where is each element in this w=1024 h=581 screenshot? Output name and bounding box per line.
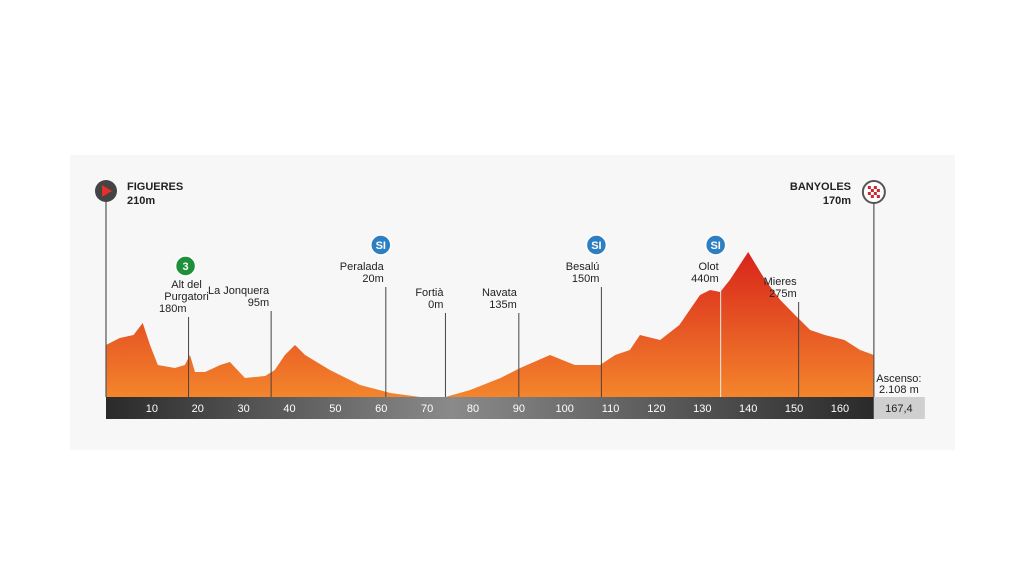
km-tick: 40 bbox=[283, 403, 295, 415]
finish-check bbox=[870, 195, 874, 198]
waypoint-elevation: 275m bbox=[769, 288, 797, 300]
km-tick: 160 bbox=[831, 403, 849, 415]
km-tick: 130 bbox=[693, 403, 711, 415]
km-tick: 50 bbox=[329, 403, 341, 415]
waypoint-elevation: 0m bbox=[428, 299, 443, 311]
waypoint-name: Besalú bbox=[566, 261, 600, 273]
km-tick: 90 bbox=[513, 403, 525, 415]
km-tick: 140 bbox=[739, 403, 757, 415]
badge bbox=[370, 234, 392, 256]
ascent-label: Ascenso: bbox=[876, 373, 921, 385]
waypoint-name: Purgatori bbox=[164, 291, 209, 303]
km-tick: 30 bbox=[237, 403, 249, 415]
waypoint-name: Peralada bbox=[340, 261, 385, 273]
waypoint-elevation: 150m bbox=[572, 273, 600, 285]
distance: 167,4 bbox=[885, 403, 913, 415]
badge-text: SI bbox=[591, 240, 601, 252]
start-arrow bbox=[102, 185, 112, 197]
waypoint-name: Alt del bbox=[171, 279, 202, 291]
km-tick: 100 bbox=[556, 403, 574, 415]
km-tick: 150 bbox=[785, 403, 803, 415]
km-tick: 10 bbox=[146, 403, 158, 415]
badge-text: SI bbox=[710, 240, 720, 252]
finish-check bbox=[876, 195, 880, 198]
start-name: FIGUERES bbox=[127, 181, 183, 193]
km-tick: 120 bbox=[647, 403, 665, 415]
km-tick: 70 bbox=[421, 403, 433, 415]
waypoint-name: Olot bbox=[698, 261, 718, 273]
km-tick: 80 bbox=[467, 403, 479, 415]
finish-check bbox=[876, 189, 880, 192]
badge bbox=[585, 234, 608, 256]
finish-elevation: 170m bbox=[823, 195, 851, 207]
waypoint-name: Fortià bbox=[415, 287, 444, 299]
badge-text: 3 bbox=[183, 261, 189, 273]
terrain bbox=[106, 252, 874, 397]
ascent-value: 2.108 m bbox=[879, 384, 919, 396]
waypoint-elevation: 440m bbox=[691, 273, 719, 285]
finish-check bbox=[867, 186, 871, 189]
finish-check bbox=[870, 189, 874, 192]
finish-check bbox=[873, 186, 877, 189]
waypoint-name: Navata bbox=[482, 287, 518, 299]
km-tick: 60 bbox=[375, 403, 387, 415]
finish-name: BANYOLES bbox=[790, 181, 851, 193]
finish-check bbox=[867, 192, 871, 195]
finish-check bbox=[873, 192, 877, 195]
km-tick: 110 bbox=[602, 403, 620, 415]
start-elevation: 210m bbox=[127, 195, 155, 207]
waypoint-elevation: 95m bbox=[248, 297, 269, 309]
badge-text: SI bbox=[376, 240, 386, 252]
distance-box bbox=[873, 397, 925, 419]
waypoint-name: La Jonquera bbox=[208, 285, 270, 297]
waypoint-elevation: 180m bbox=[159, 303, 187, 315]
waypoint-name: Mieres bbox=[764, 276, 798, 288]
km-axis bbox=[106, 397, 874, 419]
km-tick: 20 bbox=[192, 403, 204, 415]
waypoint-elevation: 20m bbox=[362, 273, 383, 285]
badge bbox=[704, 234, 727, 256]
waypoint-elevation: 135m bbox=[489, 299, 517, 311]
badge bbox=[174, 255, 197, 277]
